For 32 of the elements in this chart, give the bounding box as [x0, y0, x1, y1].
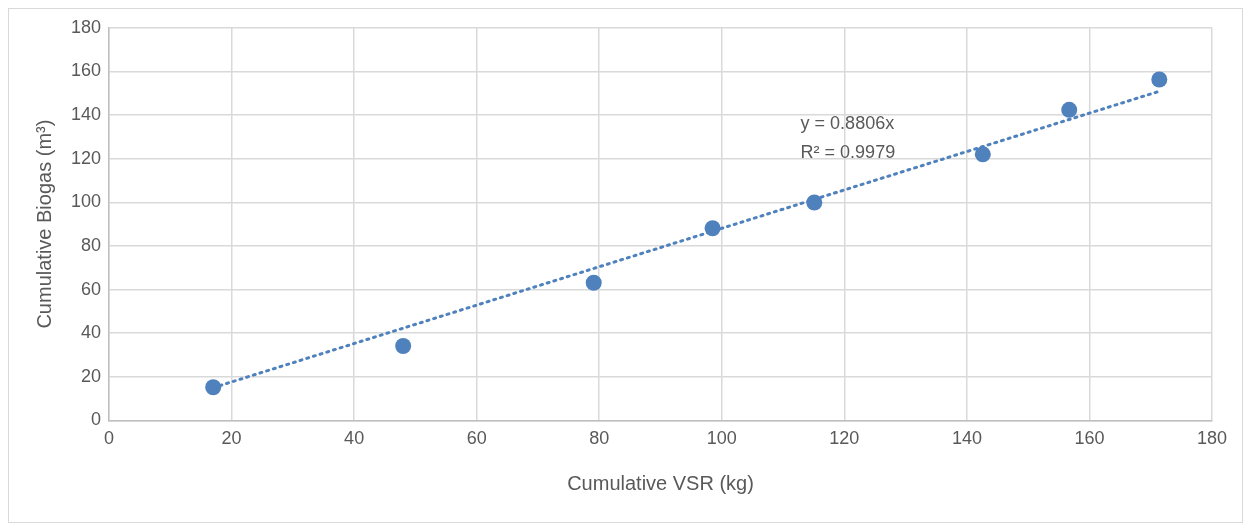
y-tick-label: 160: [70, 60, 102, 81]
y-tick-label: 140: [70, 104, 102, 125]
y-tick-label: 20: [81, 365, 102, 386]
y-tick-label: 100: [70, 191, 102, 212]
x-tick-label: 160: [1074, 428, 1105, 449]
y-axis-title: Cumulative Biogas (m³): [32, 119, 55, 329]
x-tick-label: 100: [706, 428, 737, 449]
x-tick-label: 180: [1196, 428, 1228, 449]
x-tick-label: 40: [344, 428, 365, 449]
x-tick-label: 140: [951, 428, 982, 449]
point: [1151, 71, 1168, 88]
point: [395, 338, 412, 355]
point: [205, 379, 222, 396]
y-tick-label: 120: [70, 147, 102, 168]
y-tick-label: 0: [91, 409, 102, 430]
x-axis-title: Cumulative VSR (kg): [567, 471, 754, 494]
y-tick-label: 180: [70, 16, 102, 37]
point: [585, 274, 602, 291]
y-tick-label: 60: [81, 278, 102, 299]
point: [704, 220, 721, 237]
annotation: R² = 0.9979: [800, 141, 896, 162]
point: [974, 146, 991, 163]
x-tick-label: 0: [104, 428, 115, 449]
x-tick-label: 20: [221, 428, 242, 449]
x-tick-label: 120: [829, 428, 860, 449]
point: [1061, 101, 1078, 118]
x-tick-label: 60: [466, 428, 487, 449]
y-tick-label: 40: [81, 322, 102, 343]
annotation: y = 0.8806x: [800, 113, 895, 134]
x-tick-label: 80: [589, 428, 610, 449]
y-tick-label: 80: [81, 234, 102, 255]
point: [806, 194, 823, 211]
